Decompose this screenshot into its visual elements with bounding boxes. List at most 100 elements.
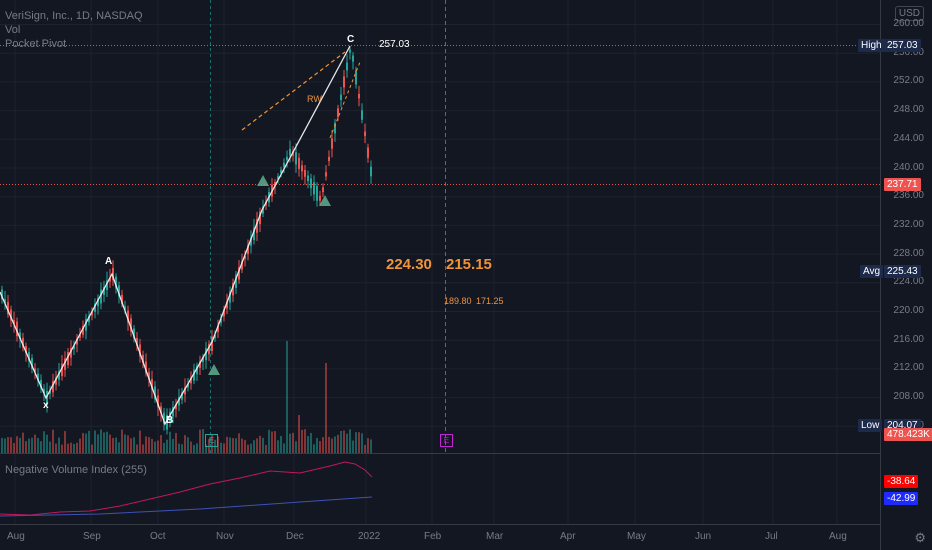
candle-body — [346, 62, 348, 71]
volume-bar — [55, 443, 57, 453]
volume-bar — [304, 429, 306, 453]
candle-body — [343, 76, 345, 88]
volume-bar — [151, 438, 153, 453]
time-tick-label: Jul — [765, 531, 778, 542]
candle-body — [322, 187, 324, 193]
volume-bar — [22, 432, 24, 453]
wave-label-a: A — [105, 256, 113, 267]
candle-body — [316, 185, 318, 201]
volume-bar — [58, 437, 60, 453]
price-tick-label: 220.00 — [893, 305, 924, 316]
candle-body — [133, 328, 135, 339]
candle-body — [223, 309, 225, 317]
candle-body — [169, 412, 171, 422]
volume-bar — [313, 444, 315, 453]
symbol-legend[interactable]: VeriSign, Inc., 1D, NASDAQ — [5, 10, 143, 22]
candle-body — [313, 182, 315, 195]
volume-bar — [4, 438, 6, 453]
candle-body — [208, 343, 210, 355]
candle-body — [163, 412, 165, 425]
volume-bar — [109, 434, 111, 453]
candle-body — [76, 338, 78, 345]
volume-bar — [301, 429, 303, 453]
price-tick-label: 240.00 — [893, 161, 924, 173]
volume-bar — [367, 438, 369, 453]
last-price-badge: 237.71 — [884, 178, 921, 191]
volume-bar — [61, 444, 63, 453]
candle-body — [79, 334, 81, 338]
candle-body — [277, 176, 279, 180]
pocket-pivot-legend[interactable]: Pocket Pivot — [5, 38, 67, 50]
candle-body — [235, 274, 237, 288]
time-tick-label: May — [627, 531, 646, 542]
candle-body — [34, 368, 36, 373]
volume-bar — [70, 442, 72, 453]
volume-bar — [10, 437, 12, 453]
volume-bar — [259, 435, 261, 453]
candle-body — [10, 309, 12, 321]
candle-body — [28, 352, 30, 361]
volume-bar — [127, 435, 129, 453]
candle-body — [142, 354, 144, 363]
currency-button[interactable]: USD — [894, 6, 924, 21]
candle-body — [160, 406, 162, 414]
candle-body — [55, 377, 57, 385]
gear-icon[interactable]: ⚙ — [914, 530, 926, 545]
candle-body — [241, 261, 243, 270]
volume-badge: 478.423K — [884, 428, 932, 441]
candle-body — [88, 315, 90, 323]
volume-bar — [37, 437, 39, 453]
candle-body — [250, 237, 252, 246]
candle-body — [232, 283, 234, 296]
volume-bar — [256, 438, 258, 453]
time-tick-label: Mar — [486, 531, 504, 542]
nvi-ema-line — [0, 496, 373, 517]
candle-body — [244, 256, 246, 260]
volume-bar — [283, 443, 285, 453]
grid — [0, 0, 880, 524]
volume-bar — [97, 434, 99, 453]
earnings-marker-past[interactable]: E — [205, 434, 218, 447]
volume-bar — [142, 444, 144, 453]
high-value-badge: 257.03 — [884, 39, 921, 52]
candle-body — [52, 381, 54, 393]
volume-bar — [349, 429, 351, 453]
rw-label: RW — [307, 94, 322, 104]
volume-bar — [154, 441, 156, 453]
time-tick-label: 2022 — [358, 531, 381, 542]
candle-body — [217, 325, 219, 332]
candle-body — [229, 291, 231, 303]
vol-legend[interactable]: Vol — [5, 24, 21, 36]
candle-body — [61, 363, 63, 377]
nvi-legend[interactable]: Negative Volume Index (255) — [5, 464, 147, 476]
volume-bar — [241, 438, 243, 453]
time-tick-label: Feb — [424, 531, 442, 542]
fib-target-3: 189.80 — [444, 296, 472, 306]
volume-bar — [298, 415, 300, 453]
volume-bar — [310, 432, 312, 453]
candle-body — [199, 361, 201, 369]
candle-body — [73, 345, 75, 350]
candle-body — [325, 172, 327, 177]
volume-bar — [334, 436, 336, 453]
volume-bar — [178, 443, 180, 453]
fib-target-2: 215.15 — [446, 256, 492, 273]
time-tick-label: Oct — [150, 531, 166, 542]
volume-bar — [73, 443, 75, 453]
candle-body — [1, 289, 3, 300]
candle-body — [349, 49, 351, 53]
price-tick-label: 208.00 — [893, 391, 924, 403]
price-tick-label: 244.00 — [893, 132, 924, 144]
candle-body — [4, 299, 6, 304]
volume-bar — [289, 433, 291, 453]
volume-bar — [346, 433, 348, 453]
wave-path — [0, 45, 351, 426]
candle-body — [22, 337, 24, 348]
earnings-marker-future[interactable]: E — [440, 434, 453, 447]
volume-bar — [43, 431, 45, 453]
volume-bar — [340, 431, 342, 453]
candle-body — [352, 55, 354, 62]
volume-bar — [157, 440, 159, 453]
candle-body — [157, 395, 159, 408]
